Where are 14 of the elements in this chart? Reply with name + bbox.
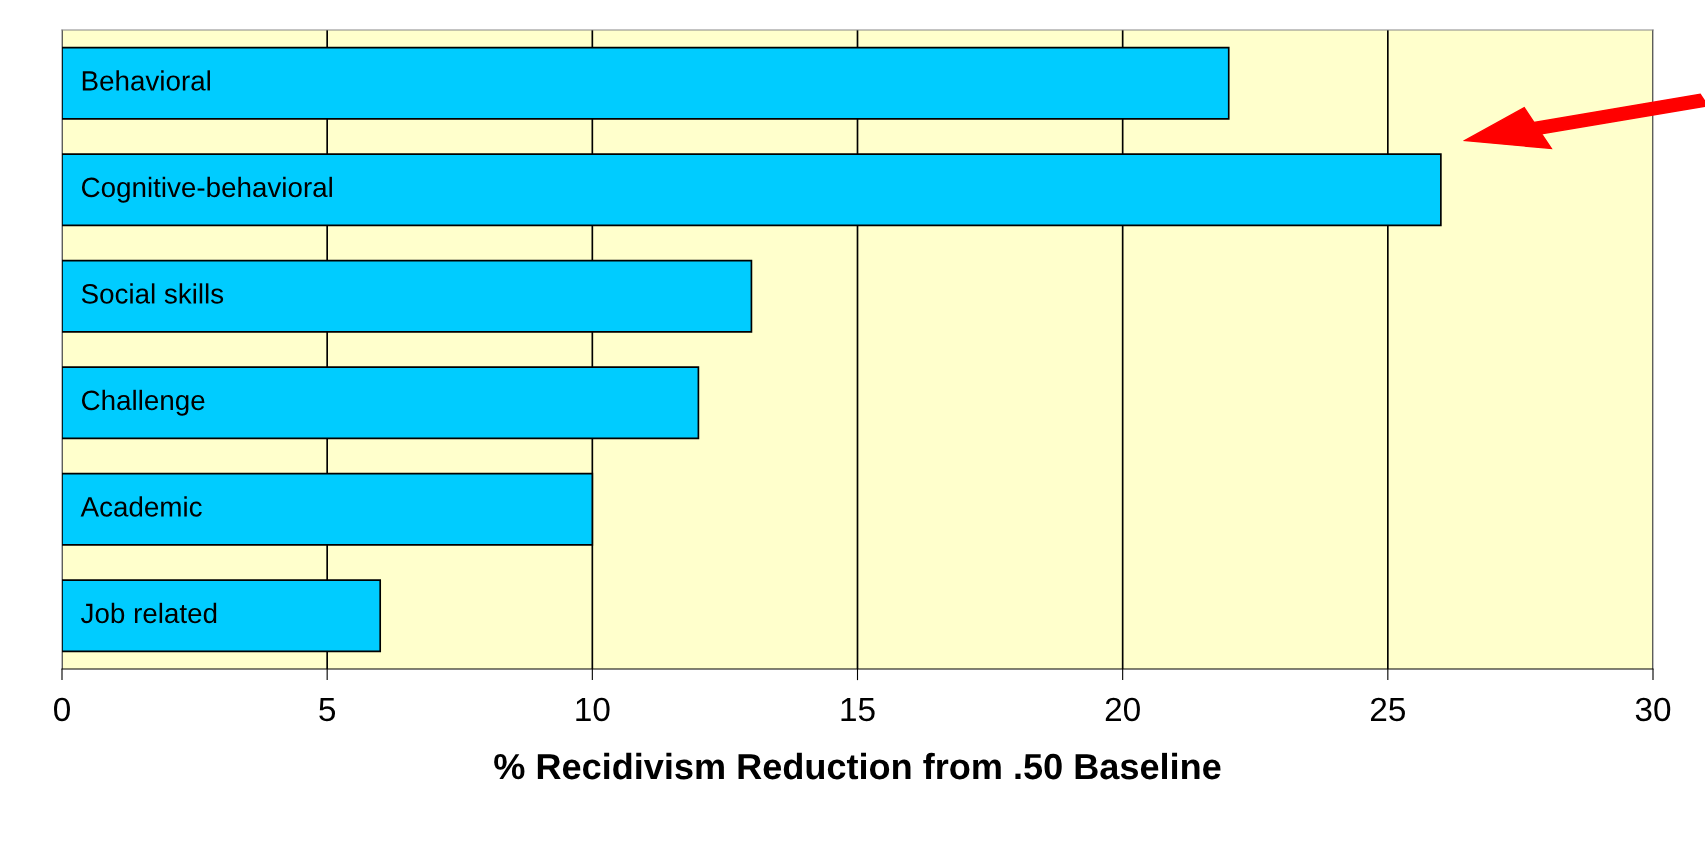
x-tick-label: 25 [1370, 697, 1405, 722]
x-tick-label: 20 [1105, 697, 1140, 722]
y-tick-label: Academic [80, 496, 202, 517]
x-tick-label: 5 [319, 698, 336, 722]
x-axis-title: % Recidivism Reduction from .50 Baseline [494, 752, 1221, 780]
y-tick-label: Job related [81, 602, 217, 624]
x-tick-label: 15 [841, 698, 875, 722]
x-tick-label: 0 [54, 697, 70, 722]
y-tick-label: Cognitive-behavioral [81, 176, 332, 203]
y-tick-label: Challenge [81, 389, 205, 416]
x-tick-label: 30 [1635, 697, 1671, 722]
y-tick-label: Behavioral [82, 70, 210, 91]
x-tick-label: 10 [576, 697, 610, 722]
y-tick-label: Social skills [81, 283, 224, 304]
